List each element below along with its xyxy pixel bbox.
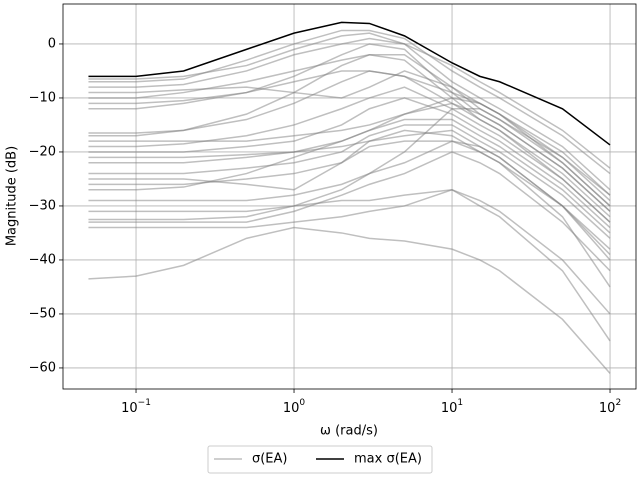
x-tick-base: 10 [283, 401, 300, 416]
series-line [88, 70, 611, 196]
series-line [88, 129, 611, 261]
x-tick-label: 101 [441, 398, 463, 416]
series-line [88, 124, 611, 239]
series-line [88, 37, 611, 191]
y-tick-label: −30 [29, 198, 56, 213]
x-axis-label: ω (rad/s) [320, 424, 378, 439]
y-tick-label: −10 [29, 90, 56, 105]
series-line [88, 129, 611, 288]
y-tick-label: −40 [29, 252, 56, 267]
series-line [88, 188, 611, 342]
x-tick-label: 10−1 [121, 398, 151, 416]
lines [88, 21, 611, 374]
y-axis-label: Magnitude (dB) [5, 146, 20, 246]
plot-frame [62, 3, 637, 390]
x-tick-exponent: 1 [457, 398, 463, 408]
series-line [88, 86, 611, 223]
x-tick-exponent: 0 [299, 398, 305, 408]
x-tick-base: 10 [441, 401, 458, 416]
legend: σ(EA) max σ(EA) [214, 452, 422, 467]
series-line [88, 188, 611, 315]
y-tick-label: −20 [29, 144, 56, 159]
series-line [88, 226, 611, 374]
series-line [88, 140, 611, 256]
x-tick-label: 100 [283, 398, 306, 416]
series-line [88, 21, 611, 146]
x-tick-label: 102 [599, 398, 621, 416]
x-tick-base: 10 [121, 401, 138, 416]
y-tick-label: 0 [48, 36, 56, 51]
series-line [88, 97, 611, 229]
series-line [88, 29, 611, 175]
y-tick-label: −50 [29, 306, 56, 321]
series-line [88, 32, 611, 169]
x-tick-exponent: 2 [615, 398, 621, 408]
series-line [88, 151, 611, 272]
x-tick-base: 10 [599, 401, 616, 416]
legend-label: max σ(EA) [354, 452, 422, 467]
y-tick-label: −60 [29, 360, 56, 375]
series-line [88, 102, 611, 212]
x-tick-exponent: −1 [138, 398, 151, 408]
legend-label: σ(EA) [252, 452, 288, 467]
